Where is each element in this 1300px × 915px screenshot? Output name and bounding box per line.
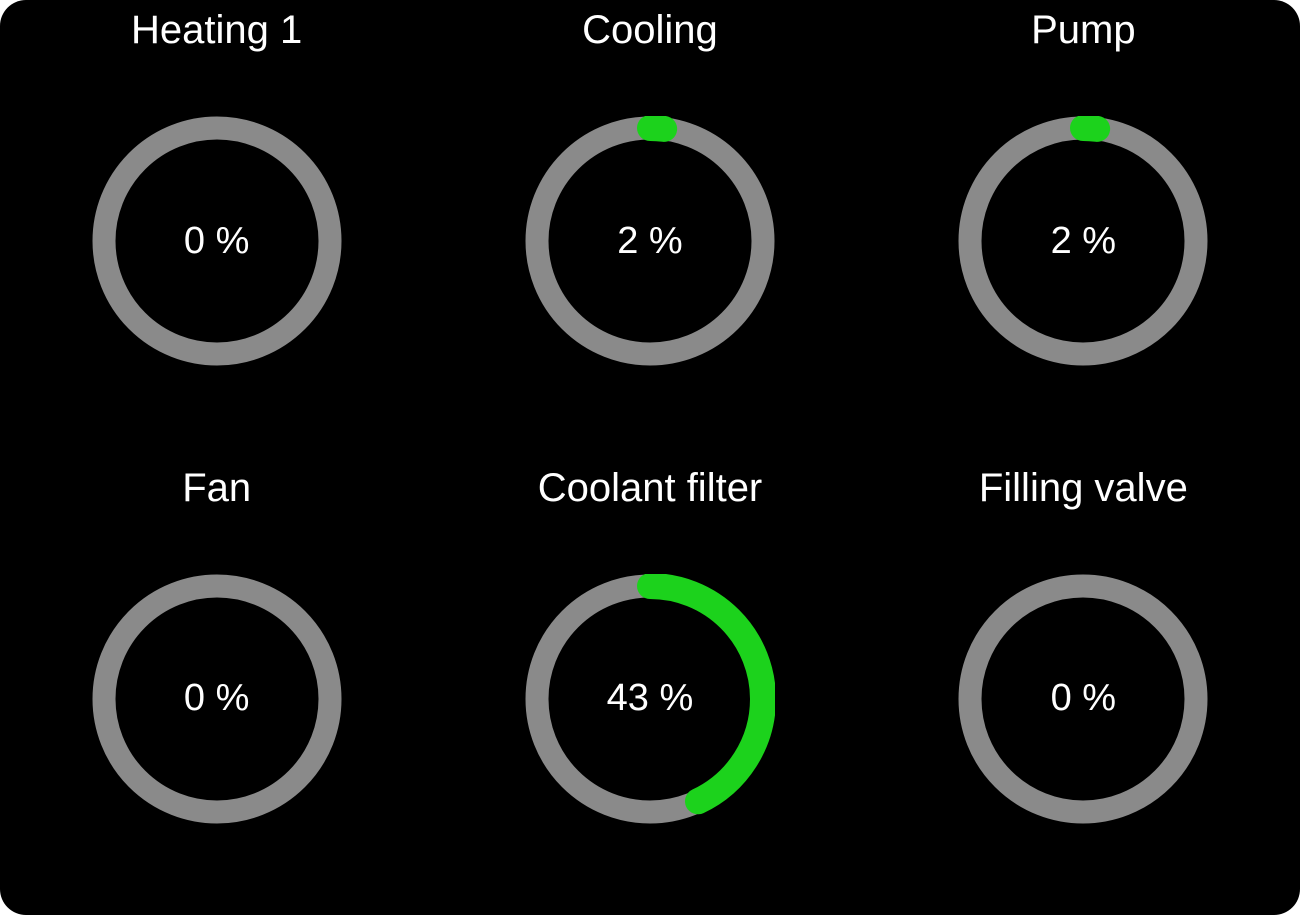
donut-gauge: 2 % xyxy=(958,116,1209,366)
gauge-card-fan: Fan 0 % xyxy=(0,458,433,915)
gauge-track-ring xyxy=(92,574,342,823)
gauge-ring-svg xyxy=(92,116,342,366)
gauge-title: Coolant filter xyxy=(537,465,763,510)
gauge-card-cooling: Cooling 2 % xyxy=(433,0,866,458)
donut-gauge: 2 % xyxy=(524,116,775,366)
donut-gauge: 0 % xyxy=(92,574,342,824)
gauge-title: Fan xyxy=(182,465,252,510)
gauge-card-filling-valve: Filling valve 0 % xyxy=(867,458,1300,915)
gauge-value: 2 % xyxy=(617,219,683,262)
gauge-title: Heating 1 xyxy=(131,8,303,52)
gauge-ring-svg xyxy=(524,573,775,824)
gauge-card-heating-1: Heating 1 0 % xyxy=(0,0,433,458)
gauge-title: Cooling xyxy=(582,8,718,52)
gauge-track-ring xyxy=(958,574,1208,823)
gauge-title: Pump xyxy=(1031,8,1136,52)
gauge-progress-arc xyxy=(958,116,1209,366)
gauge-ring-svg xyxy=(524,116,775,366)
gauge-value: 0 % xyxy=(183,677,250,719)
donut-gauge: 0 % xyxy=(958,574,1208,824)
donut-gauge: 0 % xyxy=(92,116,342,366)
gauge-card-coolant-filter: Coolant filter 43 % xyxy=(433,458,866,915)
gauge-value: 0 % xyxy=(183,219,250,262)
gauge-ring-svg xyxy=(958,574,1208,823)
donut-gauge: 43 % xyxy=(524,573,775,824)
gauge-card-pump: Pump 2 % xyxy=(867,0,1300,458)
gauge-track-ring xyxy=(92,116,342,366)
gauge-progress-arc xyxy=(524,573,775,824)
gauge-title: Filling valve xyxy=(978,465,1188,510)
gauge-value: 0 % xyxy=(1050,677,1117,719)
gauge-progress-arc xyxy=(524,116,775,366)
gauge-value: 43 % xyxy=(606,677,694,719)
gauge-value: 2 % xyxy=(1050,219,1117,262)
gauge-ring-svg xyxy=(92,574,342,823)
gauge-ring-svg xyxy=(958,116,1209,366)
